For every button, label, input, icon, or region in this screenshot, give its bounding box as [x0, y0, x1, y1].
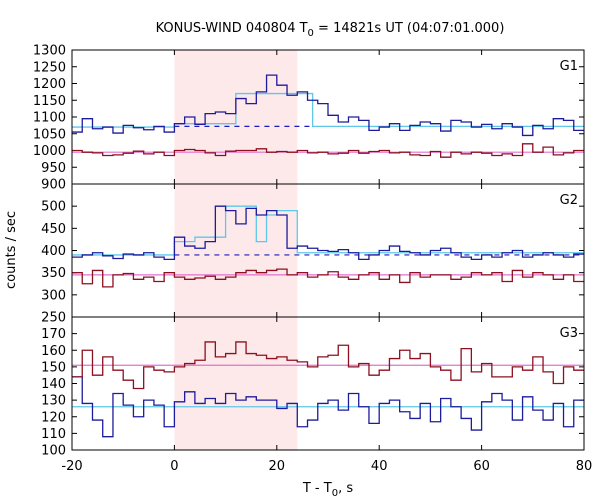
- panel-g2-series-red: [72, 268, 584, 288]
- panel-g3-ytick-label: 140: [41, 377, 66, 392]
- panel-g2-ytick-label: 500: [41, 200, 66, 215]
- panel-g2-ytick-label: 350: [41, 266, 66, 281]
- panel-g3-ytick-label: 100: [41, 444, 66, 459]
- panel-g1-series-red: [72, 143, 584, 158]
- panel-g2-ytick-label: 400: [41, 244, 66, 259]
- panel-g1-series-blue: [72, 74, 584, 137]
- panel-g3-series-red: [72, 341, 584, 390]
- panel-g2-ytick-label: 300: [41, 288, 66, 303]
- panel-g1-ytick-label: 1300: [33, 44, 66, 59]
- panel-g3-ytick-label: 130: [41, 394, 66, 409]
- panel-g3-label: G3: [560, 326, 578, 341]
- panel-g3-ytick-label: 120: [41, 410, 66, 425]
- panel-g1-label: G1: [560, 59, 578, 74]
- panel-g1-ytick-label: 1250: [33, 60, 66, 75]
- panel-g1-ytick-label: 1050: [33, 127, 66, 142]
- panel-g1-ytick-label: 1100: [33, 111, 66, 126]
- x-tick-label: -20: [61, 459, 82, 474]
- x-tick-label: 60: [473, 459, 490, 474]
- panel-g3-ytick-label: 160: [41, 344, 66, 359]
- chart-title: KONUS-WIND 040804 T0 = 14821s UT (04:07:…: [156, 21, 505, 39]
- panel-g1-ytick-label: 1200: [33, 77, 66, 92]
- x-tick-label: 40: [371, 459, 388, 474]
- panel-g2-ytick-label: 450: [41, 222, 66, 237]
- panel-g3-ytick-label: 110: [41, 427, 66, 442]
- x-tick-label: 0: [170, 459, 178, 474]
- x-axis-title: T - T0, s: [302, 481, 353, 499]
- y-axis-title: counts / sec: [4, 211, 19, 289]
- panel-g1-ytick-label: 900: [41, 178, 66, 193]
- panel-g3-series-blue: [72, 376, 584, 438]
- panel-g1-ytick-label: 1000: [33, 144, 66, 159]
- panel-g2-ytick-label: 250: [41, 311, 66, 326]
- x-tick-label: 20: [269, 459, 286, 474]
- panel-g1-ytick-label: 950: [41, 161, 66, 176]
- panel-g2-series-blue: [72, 205, 584, 261]
- panel-g2-fit-step: [72, 205, 584, 256]
- panel-g3-frame: [71, 316, 585, 451]
- panel-g3-ytick-label: 150: [41, 360, 66, 375]
- panel-g1-ytick-label: 1150: [33, 94, 66, 109]
- panel-g3-ytick-label: 170: [41, 327, 66, 342]
- panel-g2-label: G2: [560, 193, 578, 208]
- plot-area: 9009501000105011001150120012501300G12503…: [33, 44, 592, 475]
- x-tick-label: 80: [576, 459, 593, 474]
